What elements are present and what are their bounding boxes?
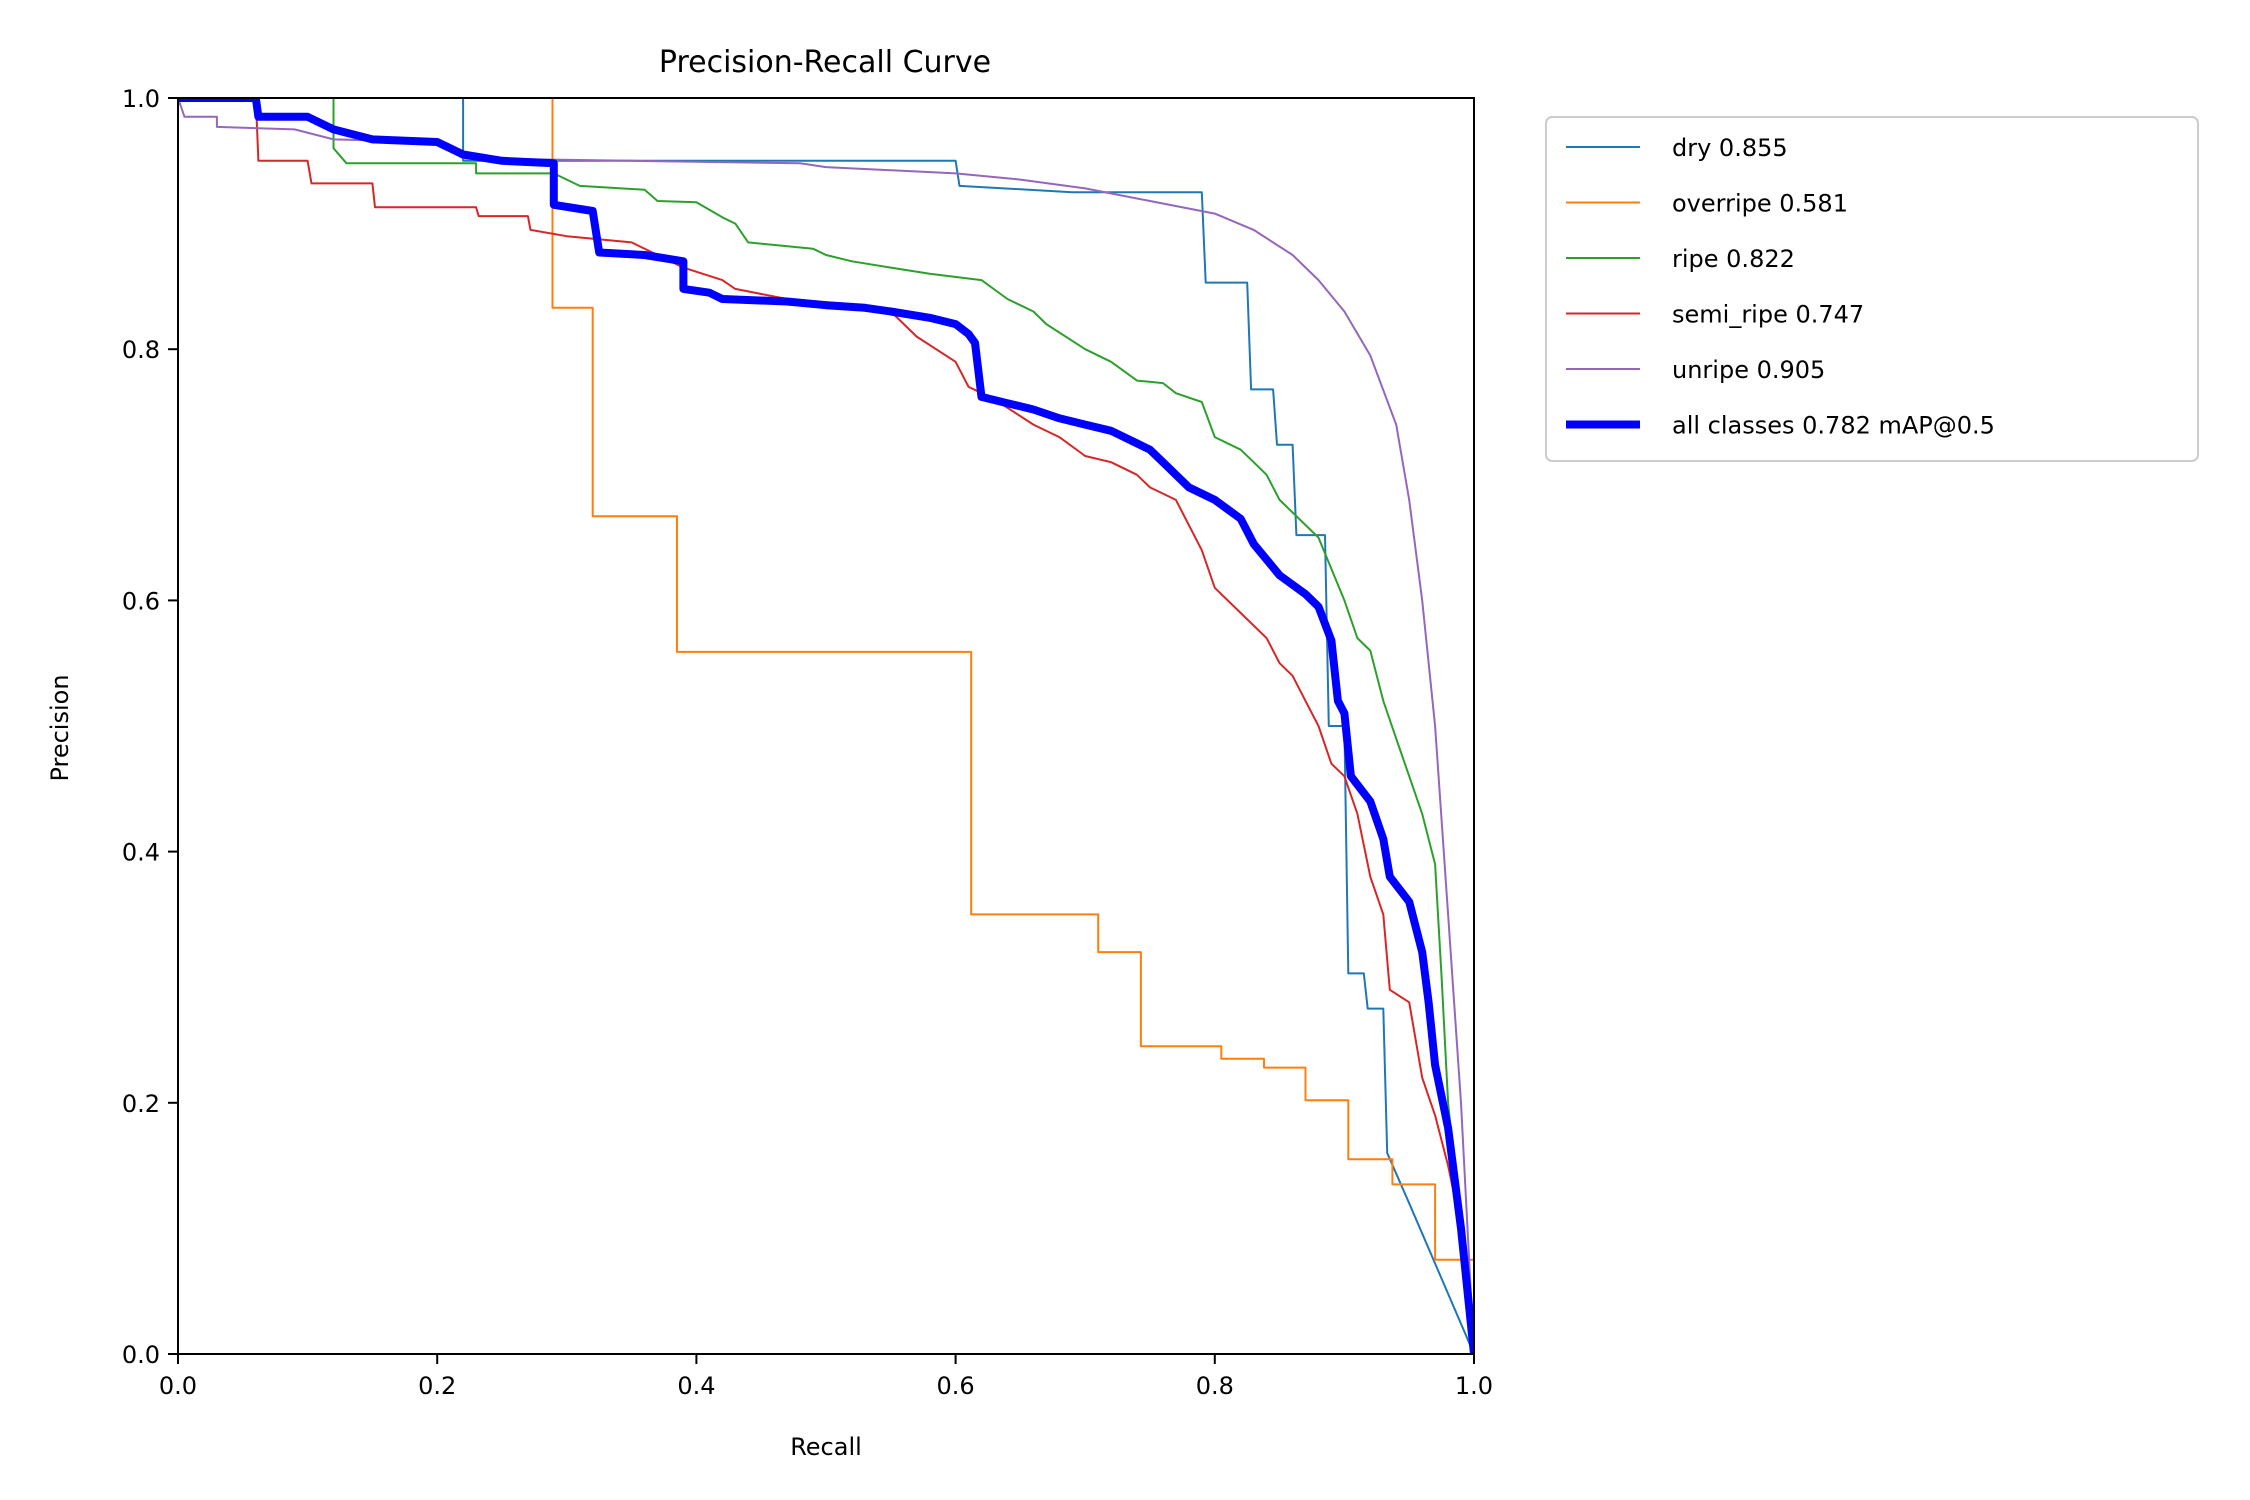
legend-label: unripe 0.905 [1672,356,1825,384]
y-tick-label: 0.8 [122,336,160,364]
y-tick-label: 0.0 [122,1341,160,1369]
y-axis: 0.0 0.2 0.4 0.6 0.8 1.0 [122,85,178,1369]
legend-label: overripe 0.581 [1672,190,1848,218]
plot-area [177,97,1475,1355]
x-tick-label: 0.0 [159,1372,197,1400]
legend-label: semi_ripe 0.747 [1672,301,1864,329]
y-tick-label: 0.2 [122,1090,160,1118]
legend-label: dry 0.855 [1672,134,1788,162]
series-line-all-classes [178,98,1474,1354]
legend: dry 0.855 overripe 0.581 ripe 0.822 semi_ri… [1545,116,2199,462]
legend-frame [1545,116,2199,462]
x-axis: 0.0 0.2 0.4 0.6 0.8 1.0 [159,1354,1493,1400]
chart-title: Precision-Recall Curve [659,45,991,80]
series-line-dry [178,98,1474,1354]
y-tick-label: 0.6 [122,587,160,615]
legend-label: all classes 0.782 mAP@0.5 [1672,412,1995,440]
y-tick-label: 1.0 [122,85,160,113]
x-tick-label: 0.6 [937,1372,975,1400]
x-tick-label: 0.2 [418,1372,456,1400]
legend-label: ripe 0.822 [1672,245,1795,273]
series-line-semi-ripe [178,98,1474,1354]
plot-background [178,98,1474,1354]
x-tick-label: 0.8 [1196,1372,1234,1400]
y-axis-label: Precision [46,674,74,781]
series-line-overripe [178,98,1474,1354]
x-tick-label: 0.4 [677,1372,715,1400]
series-layer [178,98,1474,1354]
series-line-unripe [178,98,1474,1354]
y-tick-label: 0.4 [122,839,160,867]
x-tick-label: 1.0 [1455,1372,1493,1400]
x-axis-label: Recall [790,1433,862,1461]
plot-frame [177,97,1475,1355]
series-line-ripe [178,98,1474,1354]
